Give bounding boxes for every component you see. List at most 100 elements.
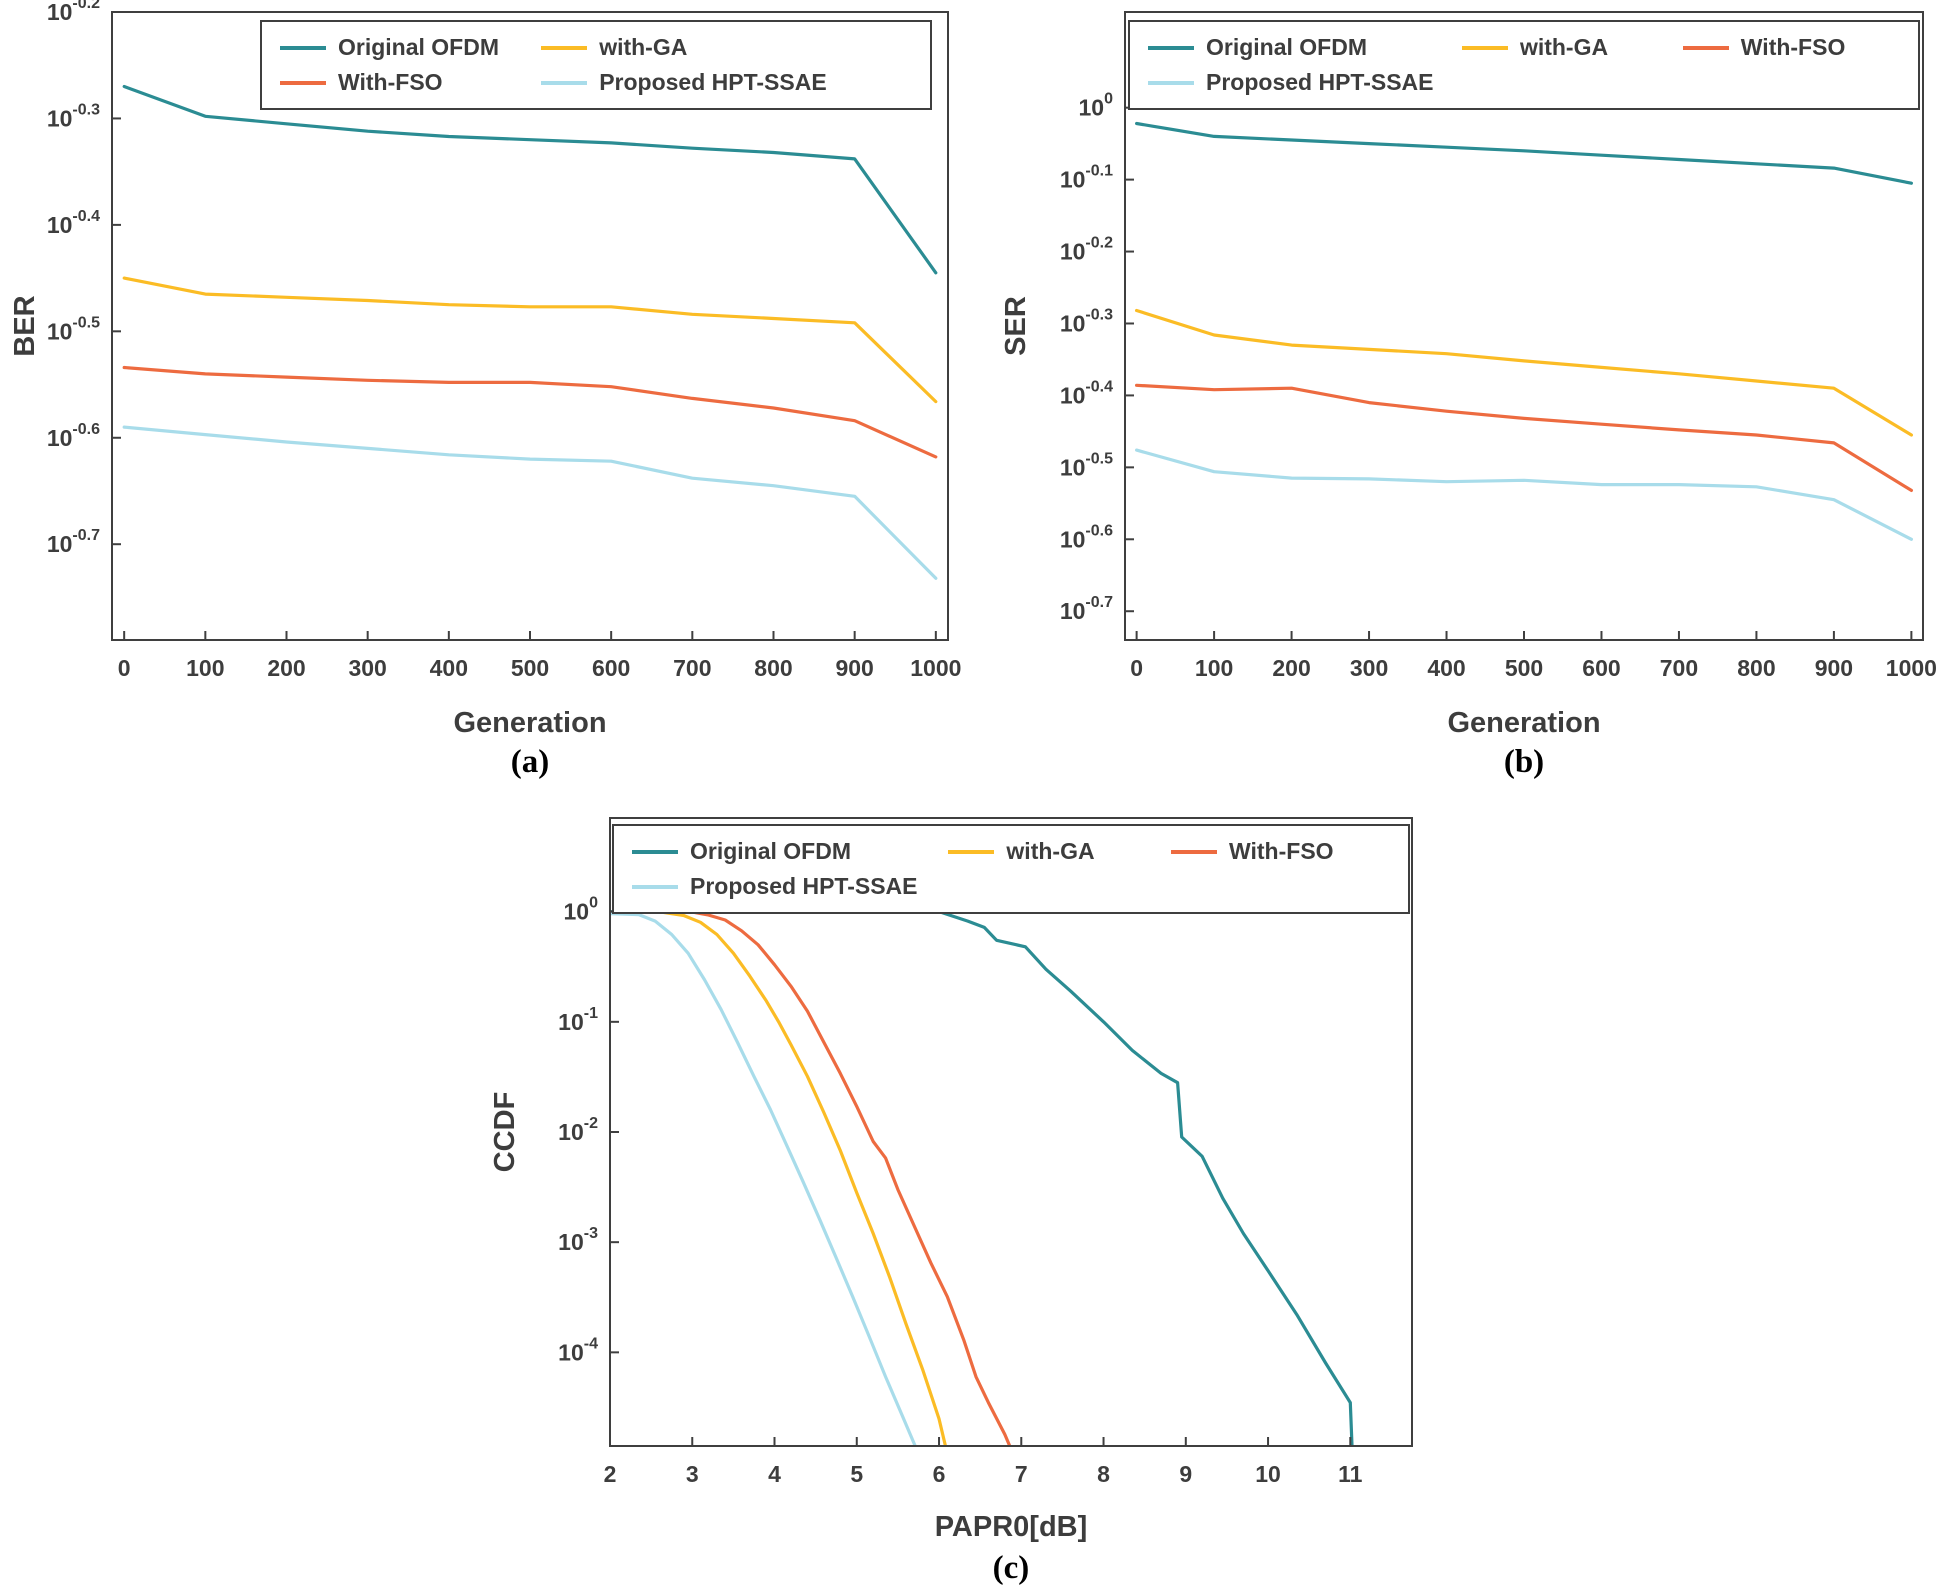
x-tick-label: 100 bbox=[186, 655, 224, 681]
legend-label: with-GA bbox=[1519, 34, 1609, 60]
x-tick-label: 200 bbox=[1272, 655, 1310, 681]
x-tick-label: 5 bbox=[850, 1461, 863, 1487]
y-tick-label: 10-0.3 bbox=[1060, 306, 1113, 336]
y-tick-label: 10-3 bbox=[558, 1225, 598, 1255]
series-line-original-ofdm bbox=[1135, 121, 1914, 185]
y-tick-label: 10-0.6 bbox=[47, 421, 100, 451]
legend-line-swatch bbox=[632, 849, 678, 854]
legend-item: Original OFDM bbox=[280, 34, 527, 61]
ccdf-legend: Original OFDM with-GA With-FSO Proposed HPT… bbox=[612, 824, 1410, 914]
y-tick-label: 10-1 bbox=[558, 1005, 598, 1035]
legend-label: With-FSO bbox=[1229, 838, 1334, 864]
ber-legend: Original OFDM with-GA With-FSO Proposed HPT… bbox=[260, 20, 932, 110]
series-line-proposed-hpt-ssae bbox=[1135, 448, 1914, 541]
series-line-proposed-hpt-ssae bbox=[122, 425, 938, 580]
x-tick-label: 500 bbox=[511, 655, 549, 681]
legend-label: Proposed HPT-SSAE bbox=[690, 873, 918, 899]
x-tick-label: 4 bbox=[768, 1461, 781, 1487]
x-tick-label: 0 bbox=[118, 655, 131, 681]
x-axis-label: Generation bbox=[453, 707, 606, 739]
legend-label: With-FSO bbox=[1740, 34, 1846, 60]
legend-item: with-GA bbox=[1461, 34, 1669, 61]
legend-item: with-GA bbox=[948, 838, 1157, 865]
x-tick-label: 900 bbox=[835, 655, 873, 681]
x-tick-label: 11 bbox=[1338, 1461, 1363, 1487]
legend-line-swatch bbox=[541, 45, 588, 50]
y-tick-label: 10-4 bbox=[558, 1335, 598, 1365]
y-tick-label: 10-0.3 bbox=[47, 101, 100, 131]
series-line-original-ofdm bbox=[610, 909, 1354, 1446]
legend-label: With-FSO bbox=[338, 69, 443, 95]
y-tick-label: 10-0.2 bbox=[47, 0, 100, 25]
x-tick-label: 900 bbox=[1815, 655, 1853, 681]
legend-label: Original OFDM bbox=[1206, 34, 1367, 60]
legend-item: Proposed HPT-SSAE bbox=[541, 69, 912, 96]
x-tick-label: 200 bbox=[267, 655, 305, 681]
y-tick-label: 10-0.5 bbox=[1060, 450, 1113, 480]
chart-ber: 0 100 200 300 400 500 600 700 800 900 1000 10-0.2 10… bbox=[0, 0, 975, 790]
legend-line-swatch bbox=[1461, 45, 1508, 50]
x-tick-label: 600 bbox=[1582, 655, 1620, 681]
y-axis-label: CCDF bbox=[489, 1092, 521, 1173]
y-tick-label: 100 bbox=[1079, 91, 1114, 121]
ccdf-plot-canvas: 2 3 4 5 6 7 8 9 10 11 100 10-1 10-2 10-3 10-4 PAPR0[dB]… bbox=[489, 817, 1413, 1543]
y-tick-label: 10-0.6 bbox=[1060, 522, 1113, 552]
x-tick-label: 6 bbox=[933, 1461, 946, 1487]
x-tick-label: 400 bbox=[1427, 655, 1465, 681]
legend-line-swatch bbox=[632, 884, 678, 889]
x-tick-label: 700 bbox=[673, 655, 711, 681]
x-tick-label: 9 bbox=[1179, 1461, 1192, 1487]
legend-item: with-GA bbox=[541, 34, 912, 61]
x-tick-label: 2 bbox=[604, 1461, 617, 1487]
series-line-with-ga bbox=[122, 276, 938, 404]
y-axis-label: BER bbox=[9, 295, 41, 356]
legend-item: Original OFDM bbox=[1148, 34, 1448, 61]
x-tick-label: 100 bbox=[1195, 655, 1233, 681]
x-axis-label: PAPR0[dB] bbox=[935, 1511, 1088, 1543]
series-line-with-ga bbox=[1135, 308, 1914, 437]
legend-line-swatch bbox=[280, 80, 326, 85]
y-tick-label: 10-0.4 bbox=[1060, 378, 1113, 408]
plot-background bbox=[610, 818, 1412, 1446]
y-tick-label: 100 bbox=[564, 895, 599, 925]
x-tick-label: 3 bbox=[686, 1461, 699, 1487]
legend-label: Original OFDM bbox=[690, 838, 851, 864]
x-tick-label: 10 bbox=[1255, 1461, 1281, 1487]
y-axis-label: SER bbox=[1000, 296, 1032, 356]
legend-line-swatch bbox=[1148, 80, 1194, 85]
x-tick-label: 0 bbox=[1130, 655, 1143, 681]
legend-item: With-FSO bbox=[1682, 34, 1900, 61]
legend-item: Proposed HPT-SSAE bbox=[632, 873, 934, 900]
y-tick-label: 10-0.7 bbox=[1060, 594, 1113, 624]
caption-a: (a) bbox=[510, 744, 550, 780]
series-line-with-fso bbox=[610, 910, 1012, 1446]
legend-line-swatch bbox=[541, 80, 588, 85]
x-tick-label: 400 bbox=[430, 655, 468, 681]
y-tick-label: 10-0.7 bbox=[47, 527, 100, 557]
x-tick-label: 500 bbox=[1505, 655, 1543, 681]
plot-background bbox=[112, 12, 948, 640]
legend-label: with-GA bbox=[1006, 838, 1095, 864]
x-tick-label: 7 bbox=[1015, 1461, 1028, 1487]
legend-label: Proposed HPT-SSAE bbox=[1206, 69, 1434, 95]
series-line-original-ofdm bbox=[122, 84, 938, 275]
plot-background bbox=[1125, 12, 1923, 640]
caption-c: (c) bbox=[992, 1550, 1030, 1586]
legend-label: with-GA bbox=[599, 34, 688, 60]
ser-plot-canvas: 0 100 200 300 400 500 600 700 800 900 1000 100 10-0.… bbox=[1000, 11, 1937, 739]
y-tick-label: 10-0.2 bbox=[1060, 235, 1113, 265]
legend-item: With-FSO bbox=[280, 69, 527, 96]
legend-line-swatch bbox=[948, 849, 995, 854]
legend-item: Proposed HPT-SSAE bbox=[1148, 69, 1448, 96]
x-tick-label: 8 bbox=[1097, 1461, 1110, 1487]
y-tick-label: 10-0.4 bbox=[47, 208, 100, 238]
chart-ser: 0 100 200 300 400 500 600 700 800 900 1000 100 10-0.… bbox=[975, 0, 1950, 790]
series-line-with-fso bbox=[122, 365, 938, 459]
legend-item: Original OFDM bbox=[632, 838, 934, 865]
x-tick-label: 300 bbox=[1350, 655, 1388, 681]
series-line-with-ga bbox=[610, 910, 948, 1446]
legend-item: With-FSO bbox=[1171, 838, 1390, 865]
legend-line-swatch bbox=[280, 45, 326, 50]
legend-line-swatch bbox=[1171, 849, 1217, 854]
